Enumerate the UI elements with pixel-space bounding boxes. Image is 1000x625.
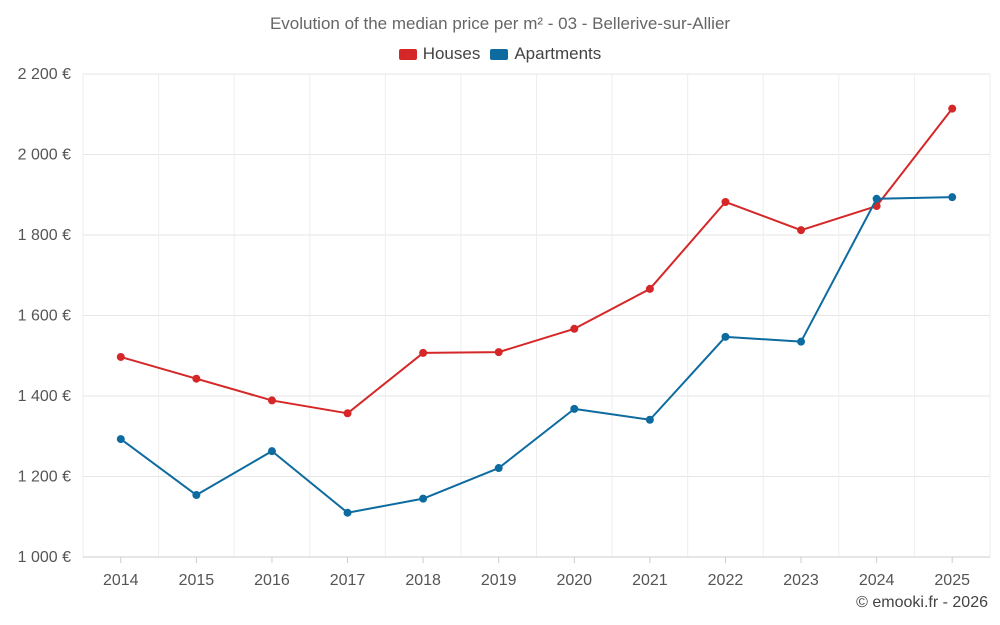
x-tick-label: 2014 [103, 572, 139, 589]
data-point-apartments-2021 [645, 415, 654, 424]
data-point-houses-2022 [721, 197, 730, 206]
data-point-houses-2021 [645, 284, 654, 293]
legend-label-houses: Houses [422, 44, 481, 63]
data-point-houses-2023 [797, 226, 806, 235]
data-point-apartments-2018 [419, 494, 428, 503]
legend-item-apartments[interactable]: Apartments [490, 44, 601, 64]
data-point-houses-2015 [192, 374, 201, 383]
x-tick-label: 2024 [859, 572, 895, 589]
x-tick-label: 2023 [783, 572, 819, 589]
y-tick-label: 1 200 € [18, 469, 71, 486]
credit-text: © emooki.fr - 2026 [856, 594, 988, 611]
x-tick-label: 2019 [481, 572, 517, 589]
x-tick-label: 2017 [330, 572, 366, 589]
chart-title: Evolution of the median price per m² - 0… [269, 14, 731, 33]
data-point-apartments-2023 [797, 337, 806, 346]
data-point-houses-2018 [419, 348, 428, 357]
data-point-apartments-2019 [494, 464, 503, 473]
legend-swatch-houses [398, 48, 417, 60]
data-point-apartments-2022 [721, 332, 730, 341]
legend: Houses Apartments [0, 44, 1000, 64]
data-point-apartments-2017 [343, 508, 352, 517]
data-point-apartments-2020 [570, 404, 579, 413]
data-point-houses-2019 [494, 348, 503, 357]
legend-item-houses[interactable]: Houses [398, 44, 481, 64]
y-tick-label: 1 600 € [18, 308, 71, 325]
data-point-houses-2025 [948, 104, 957, 113]
y-tick-label: 2 000 € [18, 147, 71, 164]
data-point-apartments-2024 [872, 194, 881, 203]
x-tick-label: 2020 [556, 572, 592, 589]
data-point-apartments-2015 [192, 491, 201, 500]
data-point-apartments-2025 [948, 193, 957, 202]
data-point-houses-2020 [570, 324, 579, 333]
y-tick-label: 1 800 € [18, 227, 71, 244]
x-tick-label: 2018 [405, 572, 441, 589]
y-tick-label: 1 400 € [18, 388, 71, 405]
series-line-houses [120, 108, 953, 415]
x-tick-label: 2022 [708, 572, 744, 589]
data-point-houses-2016 [267, 396, 276, 405]
x-tick-label: 2016 [254, 572, 290, 589]
data-point-houses-2017 [343, 409, 352, 418]
legend-label-apartments: Apartments [514, 44, 602, 63]
y-tick-label: 1 000 € [18, 549, 71, 566]
x-tick-label: 2015 [179, 572, 215, 589]
series-line-apartments [120, 196, 953, 514]
data-point-apartments-2014 [116, 435, 125, 444]
data-point-houses-2014 [116, 352, 125, 361]
x-tick-label: 2021 [632, 572, 668, 589]
data-point-apartments-2016 [267, 447, 276, 456]
x-tick-label: 2025 [934, 572, 970, 589]
legend-swatch-apartments [490, 48, 509, 60]
y-tick-label: 2 200 € [18, 66, 71, 83]
